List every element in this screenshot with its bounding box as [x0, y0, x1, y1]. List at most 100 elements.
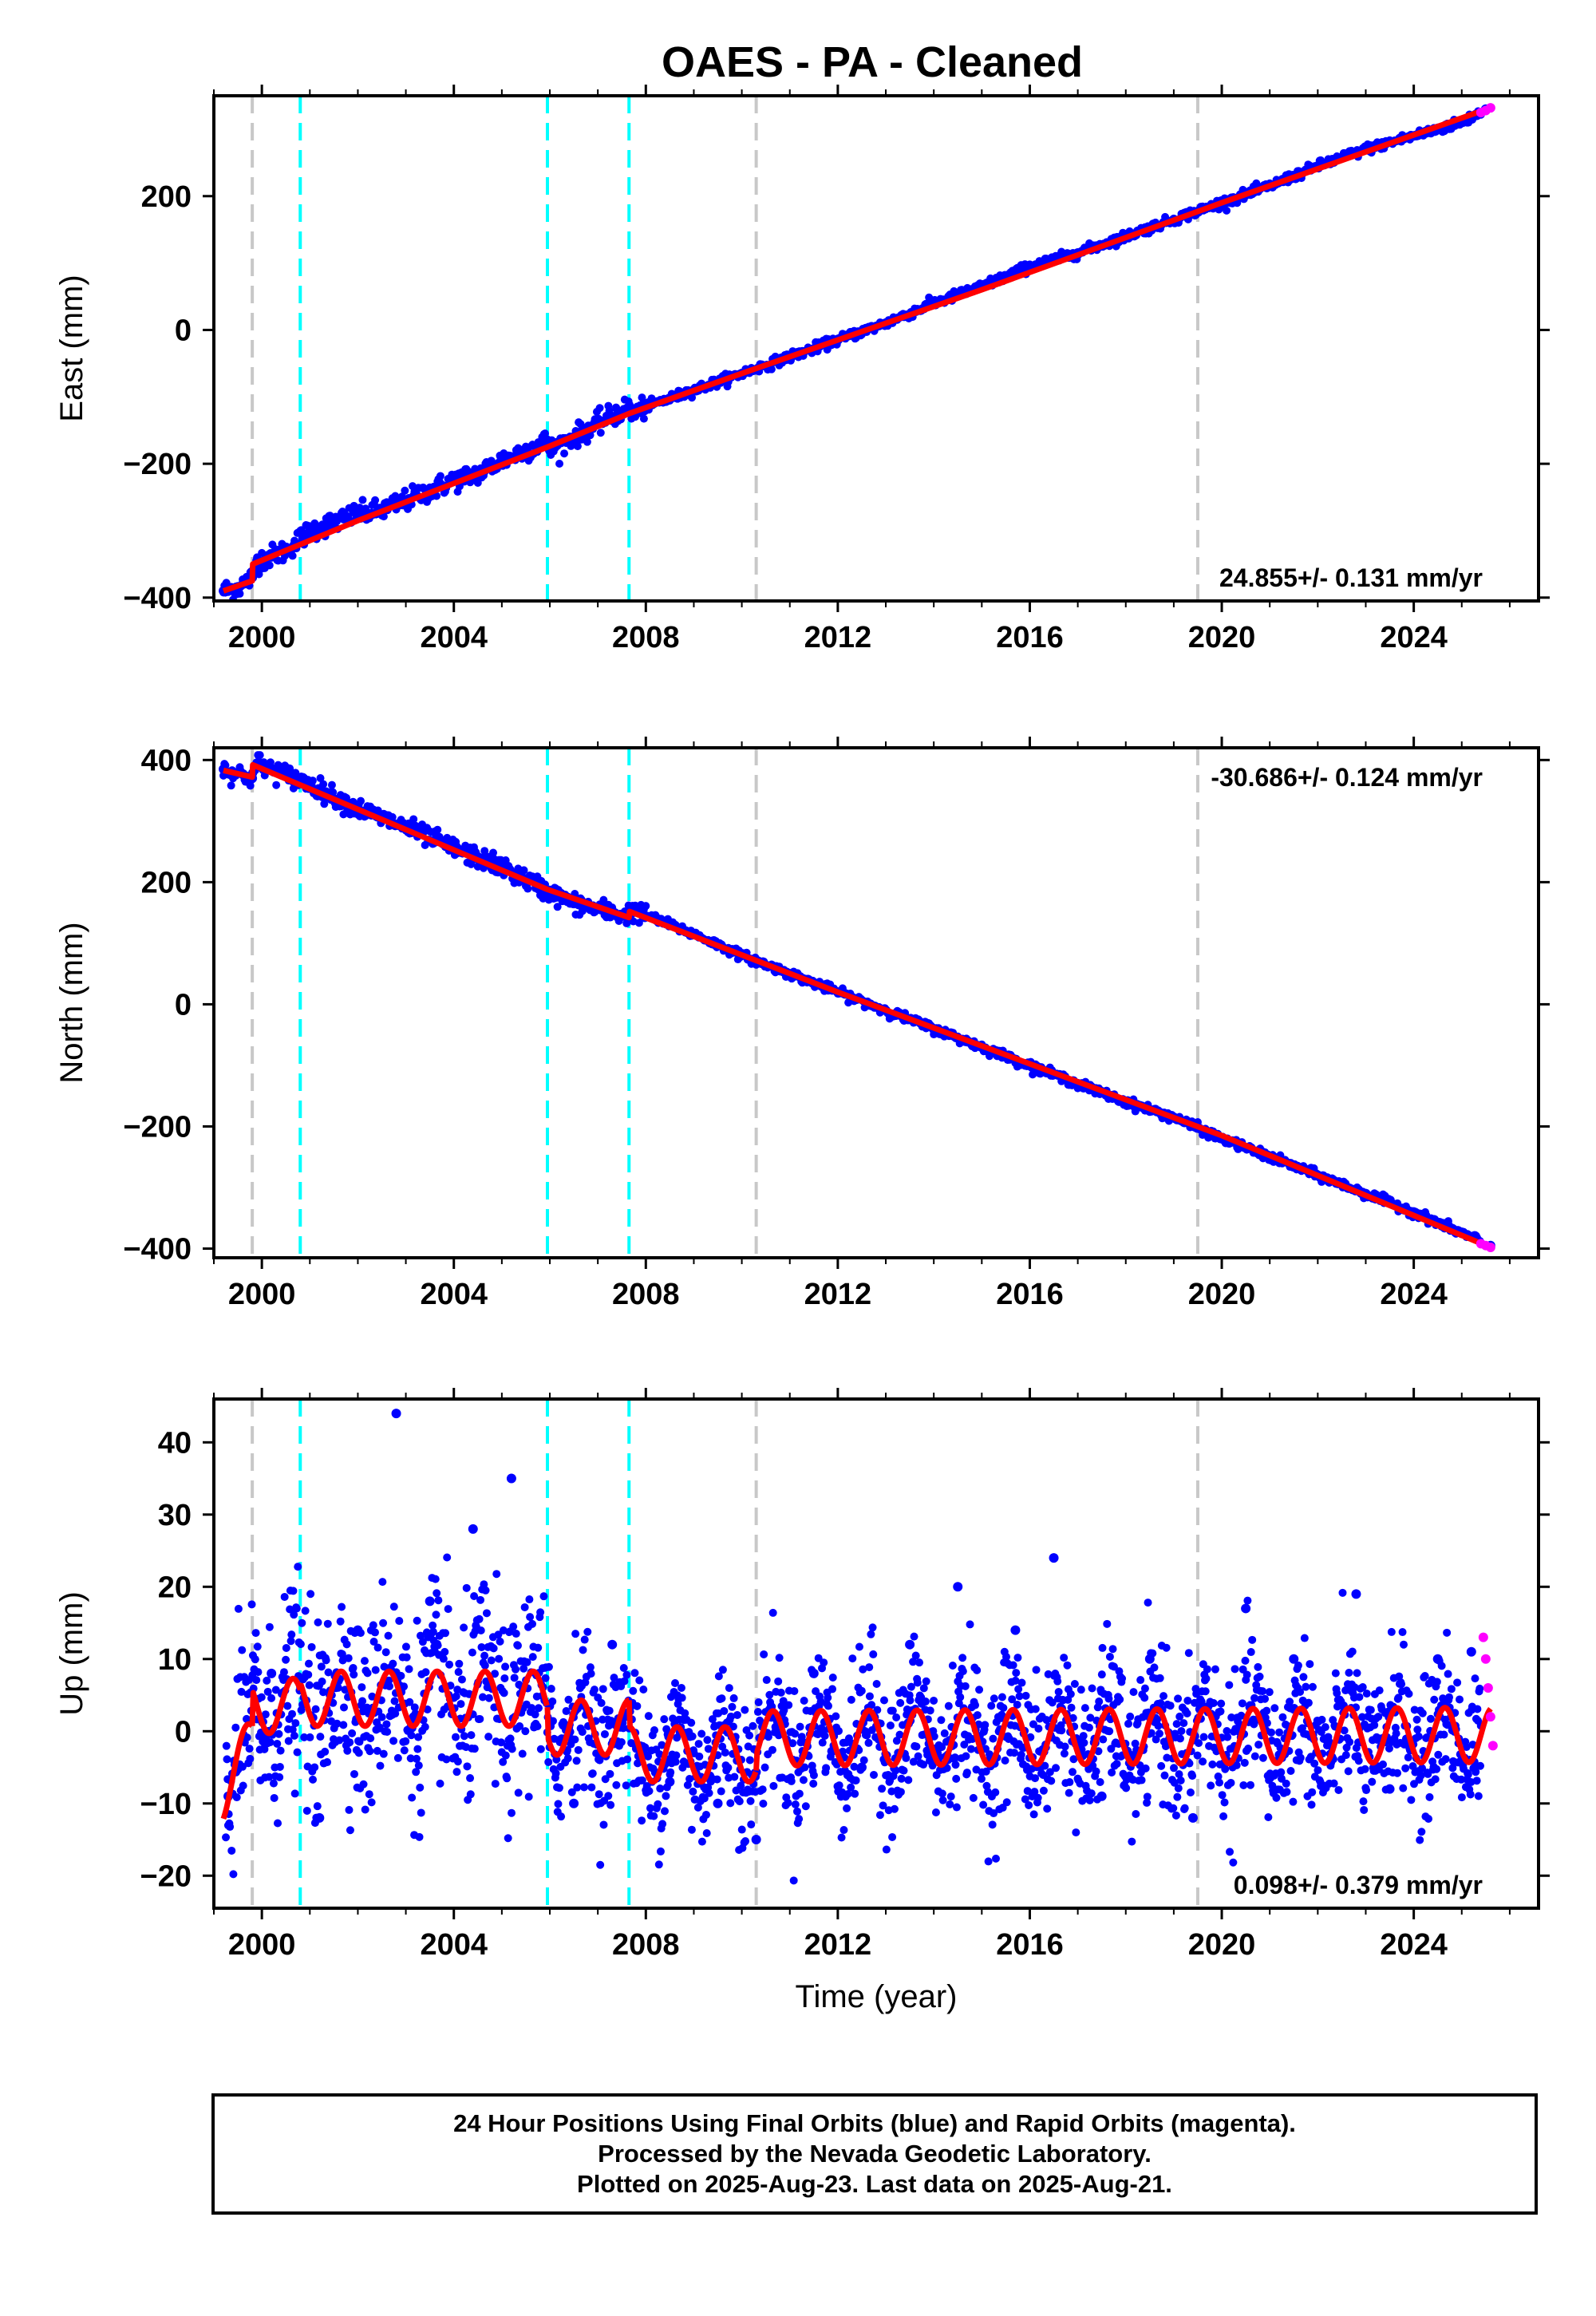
data-point: [843, 1789, 852, 1798]
data-point: [1277, 1768, 1286, 1777]
data-point: [601, 1775, 610, 1784]
data-point: [358, 1697, 367, 1705]
data-point: [290, 1731, 298, 1740]
data-point: [1408, 1762, 1417, 1771]
data-point: [952, 1774, 961, 1783]
data-point: [476, 1714, 484, 1723]
data-point: [1255, 1672, 1264, 1681]
data-point: [1069, 1755, 1078, 1764]
data-point: [1426, 1714, 1435, 1723]
chart-title: OAES - PA - Cleaned: [662, 38, 1083, 86]
data-point: [536, 1608, 545, 1617]
data-point: [251, 1629, 260, 1638]
data-point: [1188, 1772, 1197, 1780]
data-point: [960, 1740, 969, 1749]
data-point: [288, 1725, 297, 1734]
data-point: [737, 1825, 746, 1834]
data-point: [1286, 1766, 1295, 1775]
data-point: [443, 1553, 452, 1562]
data-point: [769, 1781, 778, 1790]
data-point: [1368, 1777, 1377, 1786]
data-point: [1118, 1674, 1127, 1683]
data-point: [988, 1820, 997, 1829]
data-point: [239, 1781, 247, 1790]
data-point: [1070, 1680, 1079, 1689]
data-point: [1174, 1784, 1183, 1792]
data-point: [1338, 1588, 1347, 1597]
data-point: [850, 1762, 859, 1771]
data-point: [1240, 1758, 1249, 1767]
data-point: [288, 1709, 297, 1718]
data-point: [595, 1790, 603, 1799]
data-point: [1331, 1669, 1340, 1678]
data-point: [896, 1788, 905, 1796]
data-point: [1348, 1647, 1357, 1656]
data-point: [822, 1764, 831, 1773]
data-point: [557, 1812, 566, 1821]
data-point: [1065, 1778, 1074, 1787]
y-tick-label: −200: [123, 1110, 192, 1144]
data-point: [1131, 1739, 1140, 1748]
data-point: [911, 1651, 920, 1660]
data-point: [656, 1847, 665, 1856]
data-point: [1334, 1785, 1343, 1794]
data-point: [554, 1800, 563, 1808]
y-axis: 2000−200−400: [123, 180, 1550, 615]
data-point: [741, 1705, 749, 1714]
data-point: [389, 1659, 397, 1668]
data-point: [672, 1751, 681, 1760]
data-point: [1359, 1797, 1368, 1806]
data-point: [1183, 1709, 1191, 1717]
data-point: [814, 1654, 823, 1662]
data-point: [544, 1662, 553, 1671]
data-point: [1238, 1699, 1246, 1708]
data-point: [503, 1774, 512, 1783]
data-point: [1340, 1726, 1349, 1735]
data-point: [1132, 1810, 1140, 1818]
data-point: [605, 1706, 614, 1715]
data-point: [666, 1768, 675, 1777]
data-point: [1232, 1761, 1241, 1769]
data-point: [1184, 1649, 1193, 1658]
data-point: [518, 1749, 527, 1758]
data-point: [727, 1712, 736, 1721]
plot-area: [220, 1399, 1498, 1908]
data-point: [480, 1580, 488, 1589]
data-point: [492, 1570, 501, 1579]
data-point: [497, 1738, 506, 1747]
data-point: [705, 1788, 713, 1797]
data-point: [1072, 1828, 1080, 1837]
data-point: [701, 1810, 710, 1819]
data-point: [873, 1705, 882, 1714]
data-point: [1358, 1683, 1367, 1692]
data-point: [948, 1661, 957, 1670]
data-point: [407, 1731, 416, 1740]
data-point: [677, 1683, 685, 1692]
data-point: [824, 1694, 832, 1702]
data-point: [971, 1701, 980, 1709]
data-point: [289, 1587, 298, 1595]
data-point: [311, 1705, 320, 1713]
data-point: [888, 1706, 897, 1715]
data-point: [800, 1763, 809, 1772]
data-point: [484, 1694, 493, 1702]
data-point: [1128, 1837, 1136, 1846]
data-point: [1105, 1727, 1114, 1736]
data-point: [1002, 1798, 1011, 1807]
data-point: [1294, 1661, 1302, 1670]
data-point: [345, 1805, 354, 1814]
data-point: [1302, 1682, 1310, 1691]
data-point: [1216, 1707, 1225, 1716]
data-point: [1087, 1789, 1096, 1798]
data-point: [914, 1752, 922, 1761]
data-point: [1416, 1836, 1424, 1844]
data-point: [962, 1752, 970, 1761]
data-point: [510, 1674, 519, 1682]
data-point: [1353, 1669, 1361, 1678]
data-point: [969, 1793, 978, 1802]
data-point: [1246, 1648, 1255, 1657]
data-point: [234, 1604, 243, 1613]
data-point: [661, 1807, 670, 1816]
data-point: [307, 1642, 316, 1651]
data-point: [478, 1693, 487, 1701]
